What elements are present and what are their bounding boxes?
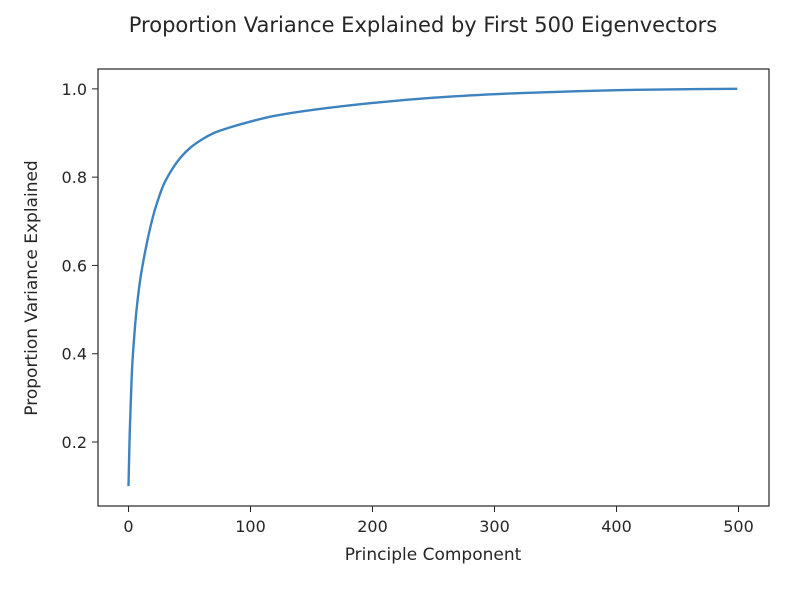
x-tick-label: 500 <box>723 517 754 536</box>
x-tick-label: 200 <box>357 517 388 536</box>
y-tick-label: 0.2 <box>62 433 87 452</box>
plot-frame <box>97 68 770 507</box>
x-tick-label: 400 <box>601 517 632 536</box>
y-axis-label: Proportion Variance Explained <box>22 160 42 415</box>
series-layer <box>127 87 738 487</box>
x-axis-ticks: 0 100 200 300 400 500 <box>123 506 754 536</box>
y-tick-label: 0.4 <box>62 345 87 364</box>
y-tick-label: 1.0 <box>62 80 87 99</box>
y-axis-ticks: 0.2 0.4 0.6 0.8 1.0 <box>62 80 98 452</box>
chart-title: Proportion Variance Explained by First 5… <box>129 13 718 37</box>
y-tick-label: 0.6 <box>62 256 87 275</box>
series-line-0 <box>127 87 738 487</box>
y-tick-label: 0.8 <box>62 168 87 187</box>
x-axis-label: Principle Component <box>345 545 522 565</box>
x-tick-label: 300 <box>479 517 510 536</box>
x-tick-label: 100 <box>235 517 266 536</box>
x-tick-label: 0 <box>123 517 133 536</box>
